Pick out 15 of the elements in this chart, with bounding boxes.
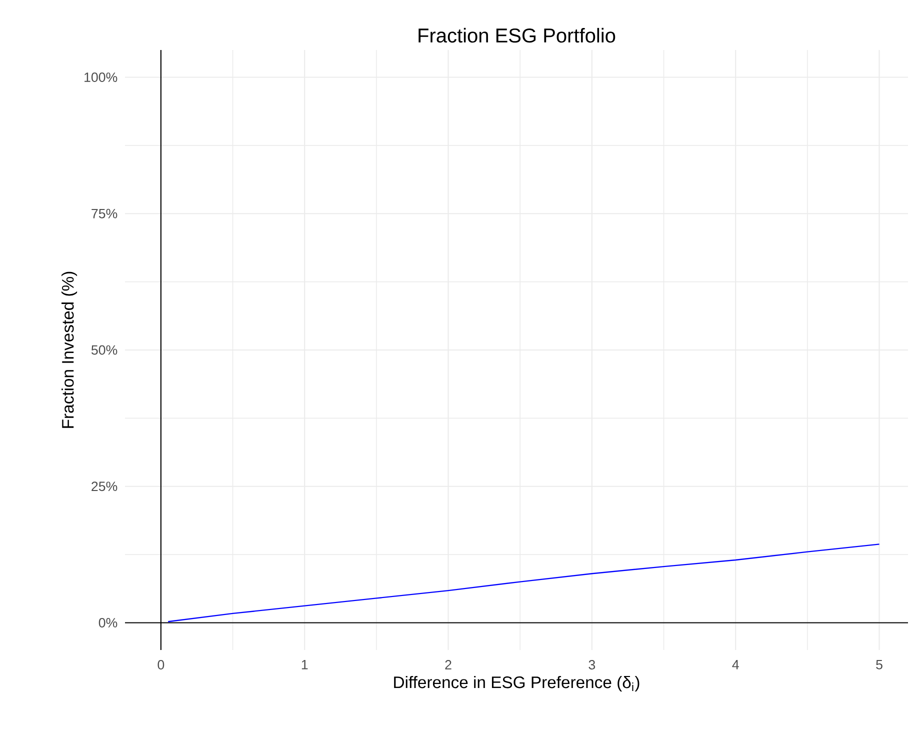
y-tick-label: 50%: [91, 345, 118, 355]
x-tick-label: 3: [588, 660, 596, 670]
y-tick-label: 25%: [92, 482, 118, 492]
chart-title: Fraction ESG Portfolio: [418, 28, 616, 43]
x-tick-label: 5: [876, 660, 882, 670]
x-tick-label: 2: [445, 660, 452, 670]
x-axis-title: Difference in ESG Preference (δ$_{i}$): [394, 676, 640, 692]
x-tick-label: 0: [158, 660, 164, 670]
y-axis-title: Fraction Invested (%): [61, 272, 78, 428]
x-tick-label: 4: [732, 660, 739, 670]
x-tick-label: 1: [302, 660, 308, 670]
y-tick-label: 75%: [92, 208, 118, 218]
y-tick-label: 0%: [98, 618, 118, 628]
line-series: [168, 544, 880, 622]
y-tick-label: 100%: [84, 72, 118, 82]
